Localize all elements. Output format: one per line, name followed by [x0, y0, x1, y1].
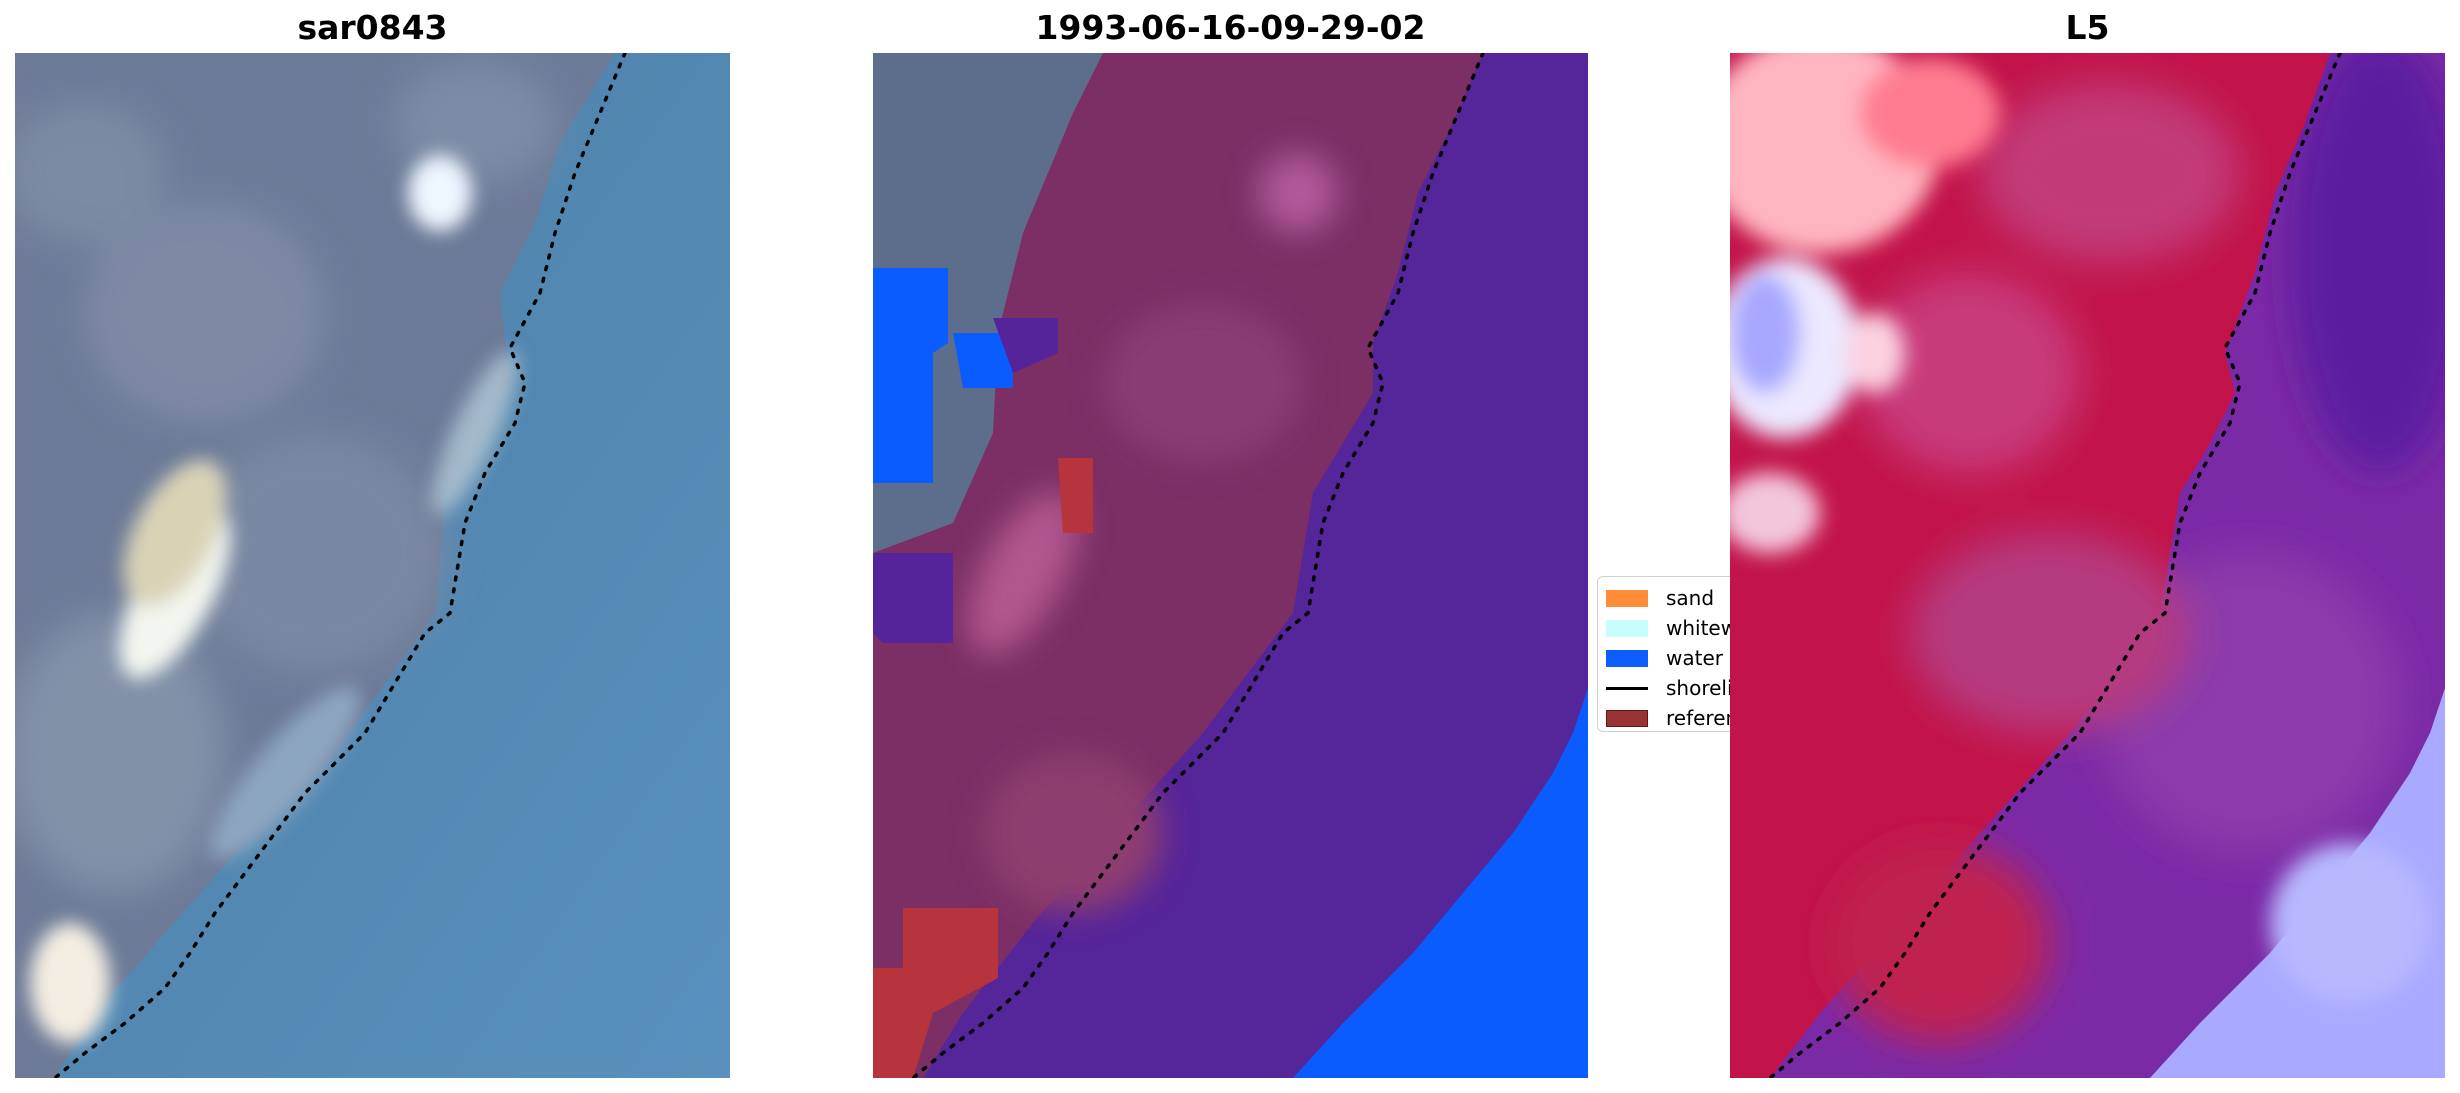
legend-swatch-whitewater [1606, 619, 1648, 637]
legend-item-sand: sand [1606, 585, 1714, 611]
water-patch-small [953, 333, 1013, 388]
buffer-patch-mid [1058, 458, 1093, 533]
classified-shoreline [911, 53, 1485, 1078]
sea-patch-left [873, 553, 953, 643]
rgb-image-panel [15, 53, 730, 1078]
legend-label-water: water [1666, 646, 1723, 670]
panel-title-rgb: sar0843 [297, 8, 448, 47]
panel-title-classification: 1993-06-16-09-29-02 [1035, 8, 1426, 47]
legend-item-shoreline: shoreline [1606, 675, 1740, 701]
rgb-shoreline [53, 53, 627, 1078]
legend-label-sand: sand [1666, 586, 1715, 610]
blue-patch [1730, 273, 1800, 393]
legend-label-whitewater: whitewater [1666, 616, 1740, 640]
water-patch-left [873, 268, 948, 483]
index-panel [1730, 53, 2445, 1078]
legend-item-reference-buffer: reference shoreline buffer [1606, 705, 1740, 731]
legend-label-shoreline: shoreline [1666, 676, 1740, 700]
buffer-patch-bottom [873, 908, 998, 1078]
sea-patch-small [993, 318, 1058, 373]
index-shoreline [1768, 53, 2342, 1078]
legend-item-whitewater: whitewater [1606, 615, 1740, 641]
legend-item-water: water [1606, 645, 1723, 671]
legend-swatch-sand [1606, 589, 1648, 607]
legend-line-shoreline [1606, 686, 1648, 690]
water-region-bottom [1293, 688, 1588, 1078]
legend: sand whitewater water shoreline referenc… [1597, 576, 1741, 732]
classification-panel [873, 53, 1588, 1078]
white-spot-top [408, 155, 472, 231]
legend-label-reference-buffer: reference shoreline buffer [1666, 706, 1740, 730]
legend-swatch-water [1606, 649, 1648, 667]
legend-swatch-reference-buffer [1606, 709, 1648, 727]
panel-title-index: L5 [2065, 8, 2110, 47]
